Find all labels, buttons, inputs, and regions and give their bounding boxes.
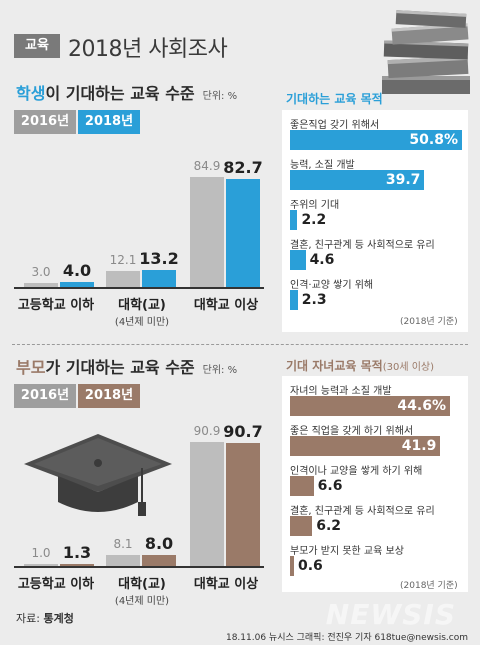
student-cat-1: 대학(교) (4년제 미만): [100, 294, 184, 328]
parent-purpose-bar-2: [290, 476, 314, 496]
student-purpose-bar-4: [290, 290, 298, 310]
student-cat-0: 고등학교 이하: [17, 298, 95, 313]
student-purpose-value-4: 2.3: [301, 292, 327, 308]
credit-text: 18.11.06 뉴시스 그래픽: 전진우 기자 618tue@newsis.c…: [225, 633, 468, 643]
parent-chart-title: 부모가 기대하는 교육 수준 단위: %: [16, 354, 237, 378]
parent-title-highlight: 부모: [16, 358, 46, 377]
student-bar-0-2016: [24, 283, 58, 287]
parent-cat-2: 대학교 이상: [193, 577, 259, 592]
parent-purpose-label-1: 좋은 직업을 갖게 하기 위해서: [290, 426, 414, 437]
parent-purpose-title: 기대 자녀교육 목적(30세 이상): [286, 359, 434, 373]
student-purpose-value-1: 39.7: [385, 172, 421, 188]
source-value: 통계청: [43, 612, 74, 625]
section-divider: [12, 344, 468, 345]
parent-bar-0-2016: [24, 564, 58, 566]
student-purpose-bar-1: [290, 170, 425, 190]
parent-cat-1-sub: (4년제 미만): [114, 596, 170, 607]
category-badge: 교육: [14, 34, 60, 58]
student-value-1-2016: 12.1: [109, 253, 137, 268]
parent-baseline: [14, 566, 264, 568]
student-purpose-bar-0: [290, 130, 462, 150]
parent-purpose-bar-0: [290, 396, 450, 416]
page-title: 2018년 사회조사: [68, 37, 228, 62]
parent-cat-1: 대학(교) (4년제 미만): [100, 573, 184, 607]
parent-value-0-2018: 1.3: [62, 543, 92, 562]
parent-purpose-note: (2018년 기준): [400, 581, 458, 591]
student-purpose-label-2: 주위의 기대: [290, 200, 340, 211]
graduation-cap-icon: [24, 434, 172, 516]
parent-legend-2016: 2016년: [14, 384, 76, 408]
parent-legend-2018: 2018년: [78, 384, 140, 408]
student-bar-0-2018: [60, 281, 94, 287]
parent-cat-0: 고등학교 이하: [17, 577, 95, 592]
parent-unit: 단위: %: [202, 365, 238, 376]
parent-purpose-label-0: 자녀의 능력과 소질 개발: [290, 386, 392, 397]
parent-purpose-bar-4: [290, 556, 294, 576]
student-cat-1-sub: (4년제 미만): [114, 317, 170, 328]
parent-purpose-label-4: 부모가 받지 못한 교육 보상: [290, 546, 404, 557]
parent-purpose-value-4: 0.6: [298, 558, 323, 574]
student-purpose-bar-2: [290, 210, 298, 230]
student-value-0-2016: 3.0: [31, 265, 51, 280]
student-purpose-note: (2018년 기준): [400, 317, 458, 327]
student-title-rest: 이 기대하는 교육 수준: [45, 84, 195, 103]
parent-value-2-2018: 90.7: [223, 421, 263, 441]
books-illustration: [382, 10, 470, 94]
parent-purpose-label-2: 인격이나 교양을 쌓게 하기 위해: [290, 466, 423, 477]
parent-bar-0-2018: [60, 564, 94, 566]
parent-purpose-value-0: 44.6%: [397, 398, 446, 414]
student-purpose-title: 기대하는 교육 목적: [286, 92, 383, 106]
parent-value-2-2016: 90.9: [193, 424, 221, 439]
student-cat-2: 대학교 이상: [193, 298, 259, 313]
newsis-watermark: NEWSIS: [325, 598, 456, 631]
student-bar-2-2016: [190, 176, 224, 287]
parent-purpose-bar-3: [290, 516, 313, 536]
parent-bar-2-2016: [190, 442, 224, 566]
source-text: 자료: 통계청: [16, 612, 74, 625]
student-value-0-2018: 4.0: [62, 260, 92, 280]
student-purpose-label-0: 좋은직업 갖기 위해서: [290, 120, 380, 131]
student-purpose-label-4: 인격·교양 쌓기 위해: [290, 280, 374, 291]
student-title-highlight: 학생: [16, 84, 46, 103]
parent-value-1-2018: 8.0: [144, 534, 174, 554]
student-purpose-bar-3: [290, 250, 306, 270]
student-purpose-value-2: 2.2: [301, 212, 327, 228]
student-value-2-2018: 82.7: [223, 158, 263, 178]
student-purpose-value-0: 50.8%: [409, 132, 458, 148]
parent-purpose-label-3: 결혼, 친구관계 등 사회적으로 유리: [290, 506, 435, 517]
parent-title-rest: 가 기대하는 교육 수준: [45, 358, 195, 377]
student-baseline: [14, 287, 264, 289]
parent-purpose-value-3: 6.2: [316, 518, 342, 534]
parent-bar-1-2016: [106, 554, 140, 566]
student-purpose-value-3: 4.6: [309, 252, 335, 268]
student-legend-2016: 2016년: [14, 110, 76, 134]
parent-purpose-title-sub: (30세 이상): [382, 362, 434, 373]
student-purpose-label-3: 결혼, 친구관계 등 사회적으로 유리: [290, 240, 435, 251]
parent-value-1-2016: 8.1: [113, 536, 133, 551]
parent-value-0-2016: 1.0: [31, 546, 51, 560]
student-bar-1-2018: [142, 269, 176, 287]
student-bar-1-2016: [106, 271, 140, 287]
parent-purpose-value-1: 41.9: [401, 438, 437, 454]
parent-purpose-bar-1: [290, 436, 441, 456]
student-value-2-2016: 84.9: [193, 158, 221, 173]
student-purpose-label-1: 능력, 소질 개발: [290, 160, 355, 171]
student-unit: 단위: %: [202, 91, 238, 102]
parent-bar-2-2018: [226, 442, 260, 566]
parent-bar-1-2018: [142, 555, 176, 566]
student-bar-2-2018: [226, 179, 260, 287]
parent-purpose-value-2: 6.6: [317, 478, 343, 494]
student-value-1-2018: 13.2: [139, 248, 179, 268]
student-chart-title: 학생이 기대하는 교육 수준 단위: %: [16, 80, 237, 104]
student-legend-2018: 2018년: [78, 110, 140, 134]
